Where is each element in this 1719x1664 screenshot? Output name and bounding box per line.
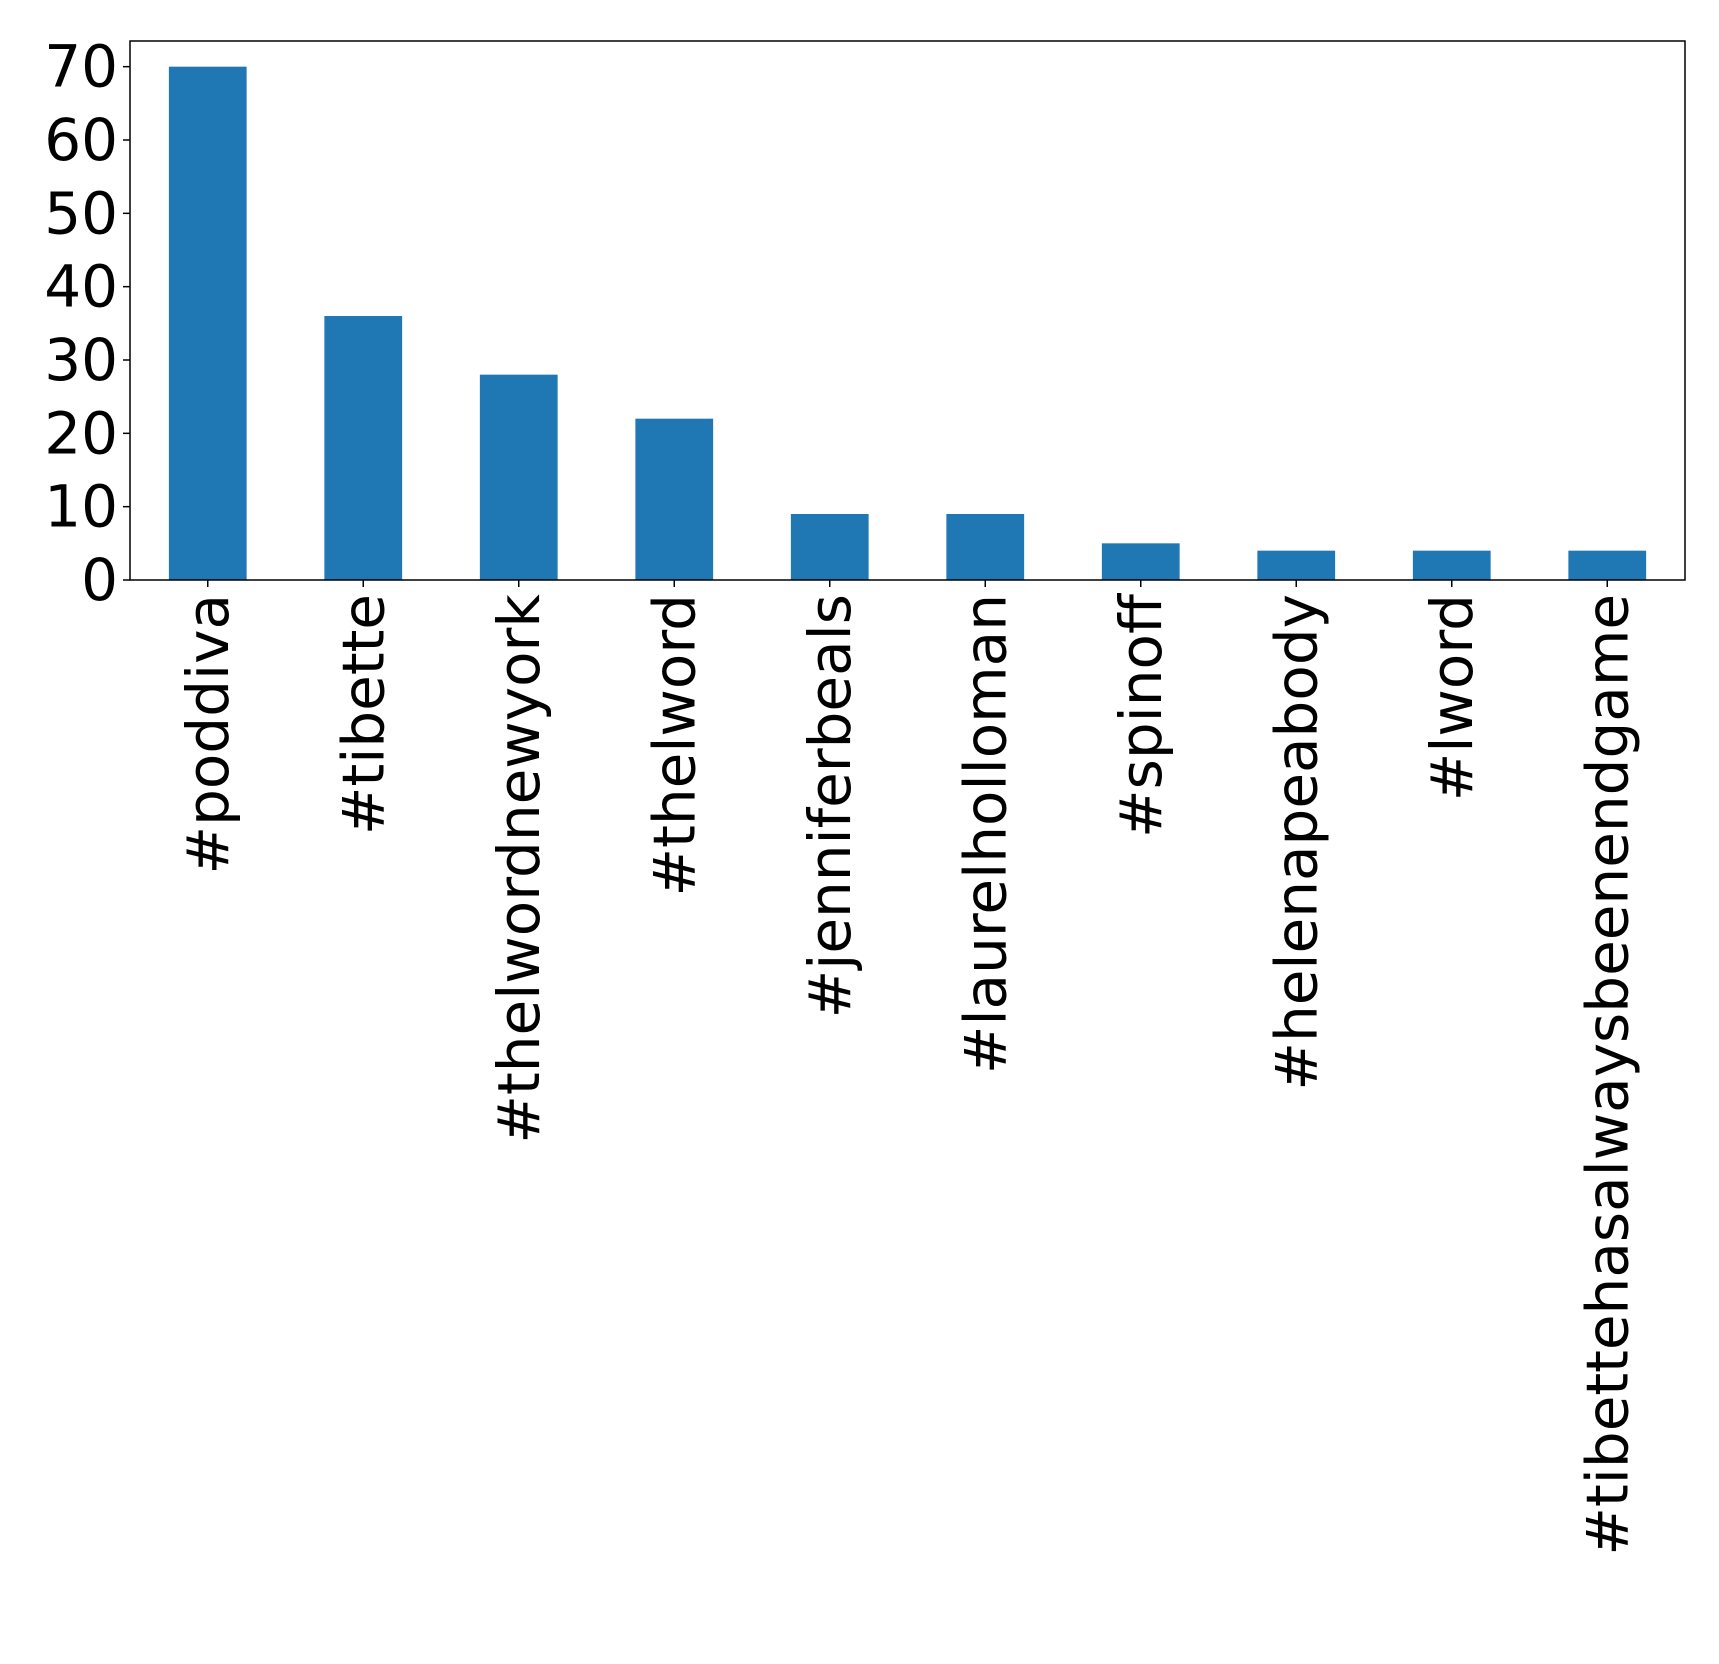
y-tick-label-3: 30 <box>44 326 118 394</box>
x-tick-label-0: #poddiva <box>174 594 242 875</box>
bar-5 <box>946 514 1025 580</box>
bar-7 <box>1257 550 1336 580</box>
bar-group <box>168 66 1647 580</box>
y-tick-label-6: 60 <box>44 106 118 174</box>
x-tick-label-1: #tibette <box>329 594 397 835</box>
y-tick-label-0: 0 <box>81 546 118 614</box>
y-tick-label-1: 10 <box>44 473 118 541</box>
x-tick-label-9: #tibettehasalwaysbeenendgame <box>1573 594 1641 1556</box>
x-tick-label-4: #jenniferbeals <box>796 594 864 1018</box>
bar-9 <box>1568 550 1647 580</box>
y-tick-label-7: 70 <box>44 33 118 101</box>
bar-8 <box>1412 550 1491 580</box>
bar-1 <box>324 316 403 580</box>
x-tick-label-2: #thelwordnewyork <box>485 594 553 1144</box>
x-tick-label-6: #spinoff <box>1107 592 1175 838</box>
bar-2 <box>479 374 558 580</box>
x-axis: #poddiva #tibette #thelwordnewyork #thelwor… <box>174 580 1641 1556</box>
y-tick-label-5: 50 <box>44 179 118 247</box>
x-tick-label-8: #lword <box>1418 594 1486 801</box>
y-tick-label-2: 20 <box>44 399 118 467</box>
bar-6 <box>1101 543 1180 580</box>
x-tick-label-5: #laurelholloman <box>951 594 1019 1074</box>
y-tick-label-4: 40 <box>44 253 118 321</box>
bar-4 <box>790 514 869 580</box>
plot-frame <box>129 40 1686 581</box>
x-tick-label-7: #helenapeabody <box>1262 594 1330 1091</box>
bar-0 <box>168 66 247 580</box>
x-tick-label-3: #thelword <box>640 594 708 896</box>
bar-3 <box>635 418 714 580</box>
